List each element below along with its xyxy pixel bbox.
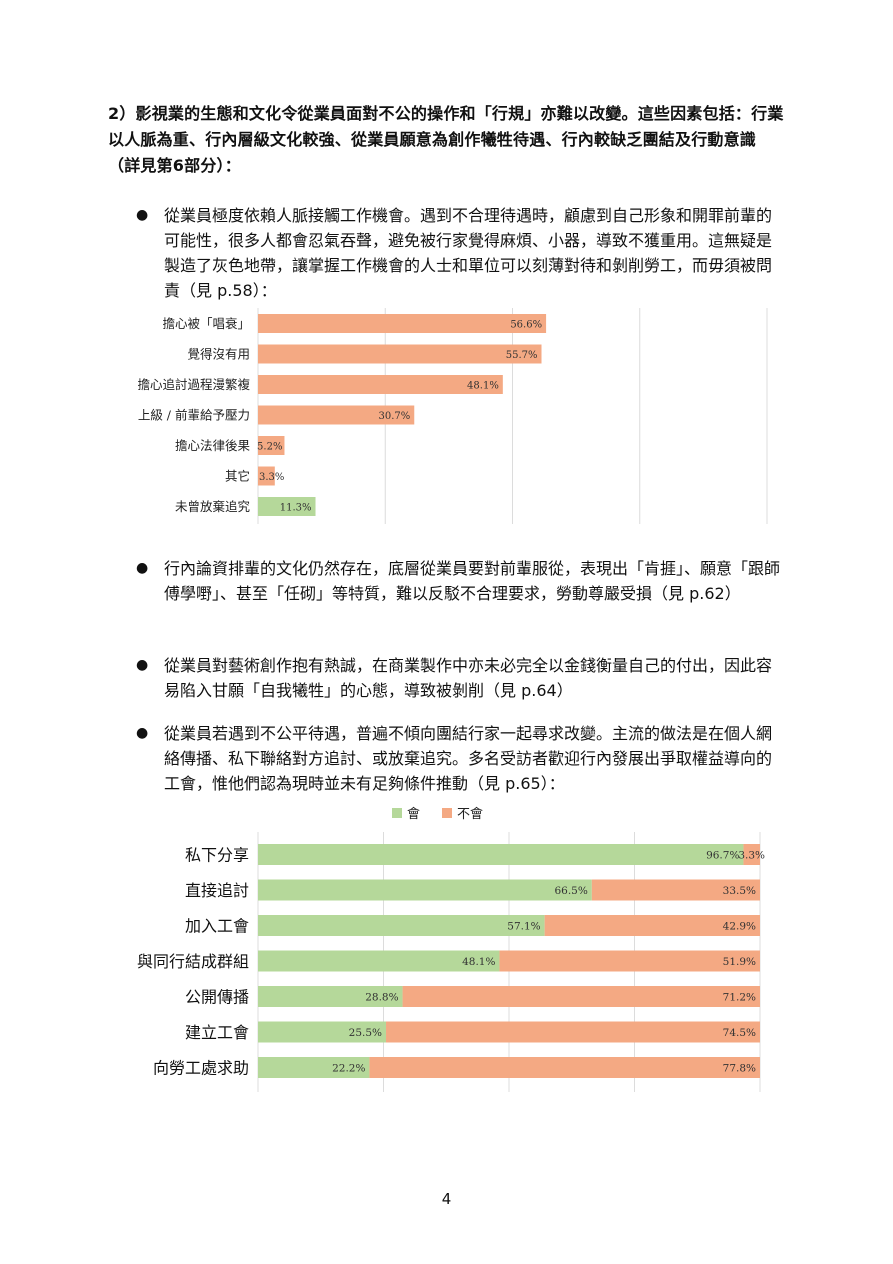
bar-segment: [258, 1021, 387, 1043]
legend-label: 不會: [457, 807, 483, 822]
bullet-marker: ●: [136, 725, 149, 741]
legend-swatch: [392, 808, 402, 818]
bar-segment: [258, 915, 545, 936]
bullet-text: 行內論資排輩的文化仍然存在，底層從業員要對前輩服從，表現出「肯捱」、願意「跟師傅…: [164, 559, 781, 603]
category-label: 加入工會: [185, 917, 249, 936]
data-label: 48.1%: [462, 956, 495, 968]
category-label: 與同行結成群組: [137, 952, 249, 971]
data-label: 77.8%: [723, 1063, 756, 1075]
bar-segment: [386, 1021, 760, 1043]
bar-segment: [402, 986, 760, 1007]
legend-swatch: [442, 808, 452, 818]
category-label: 擔心被「唱衰」: [162, 316, 250, 331]
data-label: 11.3%: [280, 503, 312, 514]
bullet-item: ● 從業員極度依賴人脈接觸工作機會。遇到不合理待遇時，顧慮到自己形象和開罪前輩的…: [136, 203, 786, 303]
bar-segment: [499, 950, 760, 972]
category-label: 向勞工處求助: [153, 1059, 249, 1078]
category-label: 私下分享: [185, 846, 249, 865]
bar: [258, 344, 542, 364]
bullet-marker: ●: [136, 560, 149, 576]
bar-segment: [591, 879, 760, 901]
bullet-text: 從業員極度依賴人脈接觸工作機會。遇到不合理待遇時，顧慮到自己形象和開罪前輩的可能…: [164, 206, 773, 300]
bullet-marker: ●: [136, 657, 149, 673]
data-label: 66.5%: [554, 885, 587, 897]
bar-segment: [743, 844, 760, 865]
bar-segment: [258, 879, 592, 901]
data-label: 30.7%: [378, 411, 410, 422]
data-label: 3.3%: [259, 472, 284, 483]
section-heading: 2）影視業的生態和文化令從業員面對不公的操作和「行規」亦難以改變。這些因素包括：…: [108, 104, 784, 175]
bar: [258, 436, 285, 455]
data-label: 57.1%: [507, 921, 540, 933]
data-label: 25.5%: [349, 1027, 382, 1039]
category-label: 擔心法律後果: [175, 438, 251, 453]
data-label: 5.2%: [257, 442, 282, 453]
bar-segment: [258, 844, 744, 865]
category-label: 公開傳播: [185, 988, 249, 1007]
bullet-text: 從業員若遇到不公平待遇，普遍不傾向團結行家一起尋求改變。主流的做法是在個人網絡傳…: [164, 724, 773, 793]
data-label: 28.8%: [365, 992, 398, 1004]
data-label: 51.9%: [723, 956, 756, 968]
bullet-item: ● 行內論資排輩的文化仍然存在，底層從業員要對前輩服從，表現出「肯捱」、願意「跟…: [136, 556, 786, 631]
bar-segment: [258, 950, 500, 972]
data-label: 48.1%: [467, 381, 499, 392]
data-label: 22.2%: [332, 1063, 365, 1075]
category-label: 擔心追討過程漫繁複: [137, 377, 250, 392]
bar: [258, 314, 547, 333]
bar-segment: [544, 915, 760, 936]
legend-label: 會: [407, 807, 420, 822]
category-label: 上級 / 前輩給予壓力: [138, 408, 250, 423]
bullet-marker: ●: [136, 207, 149, 223]
bar: [258, 405, 415, 425]
category-label: 建立工會: [185, 1023, 249, 1042]
category-label: 覺得沒有用: [187, 347, 250, 362]
bar-segment: [369, 1057, 760, 1078]
data-label: 33.5%: [723, 885, 756, 897]
data-label: 96.7%: [706, 850, 739, 862]
bar: [258, 497, 316, 516]
category-label: 直接追討: [185, 881, 249, 900]
category-label: 未曾放棄追究: [175, 499, 251, 514]
bar-segment: [258, 1057, 370, 1078]
bar-segment: [258, 986, 403, 1007]
data-label: 56.6%: [510, 320, 542, 331]
category-label: 其它: [225, 469, 250, 484]
bullet-item: ● 從業員若遇到不公平待遇，普遍不傾向團結行家一起尋求改變。主流的做法是在個人網…: [136, 721, 786, 796]
data-label: 42.9%: [723, 921, 756, 933]
bar: [258, 466, 275, 486]
bullet-item: ● 從業員對藝術創作抱有熱誠，在商業製作中亦未必完全以金錢衡量自己的付出，因此容…: [136, 653, 786, 703]
data-label: 71.2%: [723, 992, 756, 1004]
data-label: 3.3%: [738, 850, 765, 862]
chart-reasons: 擔心被「唱衰」 56.6% 覺得沒有用 55.7% 擔心追討過程漫繁複 48.1% 上級 /…: [137, 308, 768, 524]
data-label: 74.5%: [723, 1027, 756, 1039]
bar: [258, 375, 503, 394]
page-number: 4: [441, 1190, 452, 1208]
data-label: 55.7%: [506, 350, 538, 361]
bullet-text: 從業員對藝術創作抱有熱誠，在商業製作中亦未必完全以金錢衡量自己的付出，因此容易陷…: [164, 656, 773, 700]
